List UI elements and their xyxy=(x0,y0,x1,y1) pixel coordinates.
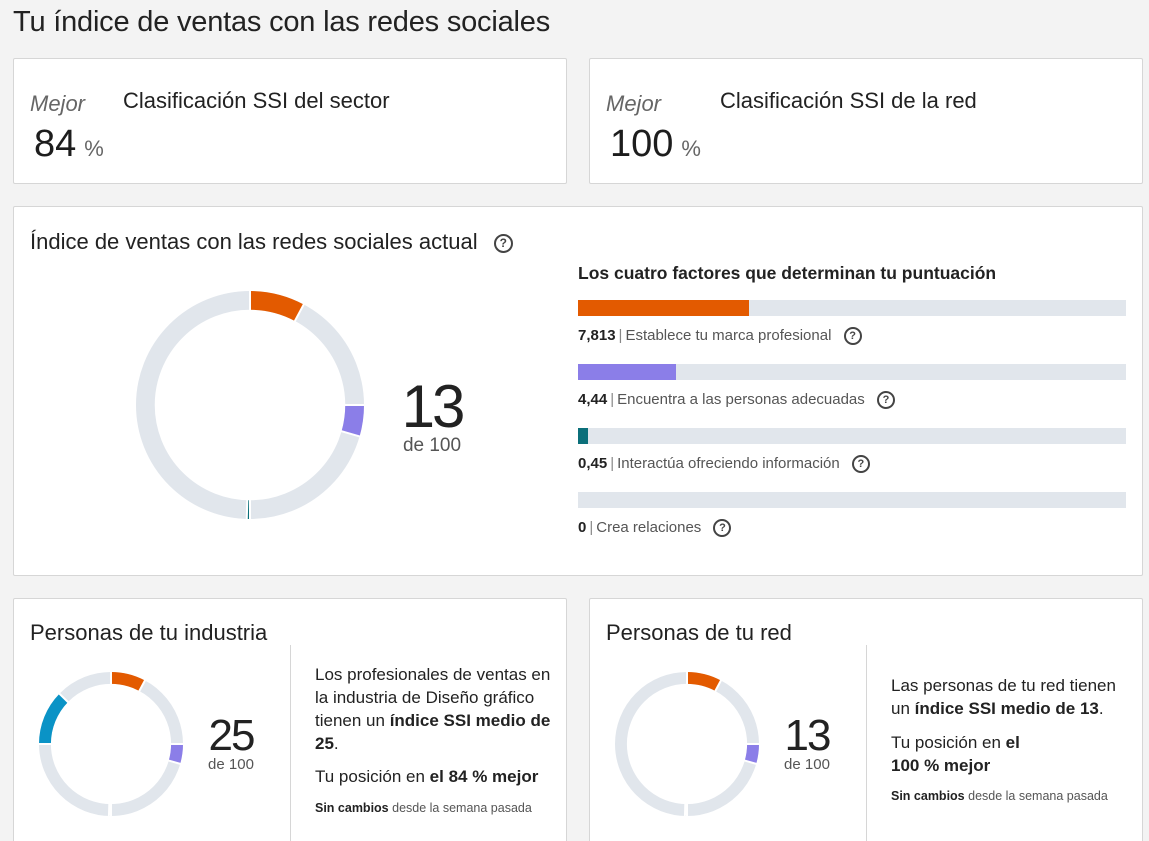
current-ssi-card: Índice de ventas con las redes sociales … xyxy=(13,206,1143,576)
rank-qualifier: Mejor xyxy=(30,91,86,116)
factor-bar-engage xyxy=(578,428,1126,444)
divider xyxy=(866,645,867,841)
industry-rank-card: Mejor 84% Clasificación SSI del sector xyxy=(13,58,567,184)
current-ssi-donut xyxy=(135,290,365,520)
network-score: 13 xyxy=(784,711,832,760)
network-rank-card: Mejor 100% Clasificación SSI de la red xyxy=(589,58,1143,184)
donut-separator xyxy=(58,692,70,704)
factor-value: 0,45 xyxy=(578,455,608,472)
industry-description: Los profesionales de ventas en la indust… xyxy=(315,663,551,755)
pos-text: Tu posición en xyxy=(315,767,430,786)
desc-text: . xyxy=(1098,699,1104,718)
separator: | xyxy=(610,391,615,408)
rank-title: Clasificación SSI de la red xyxy=(720,88,977,113)
factor-name: Interactúa ofreciendo información xyxy=(617,455,840,472)
change-bold: Sin cambios xyxy=(315,801,389,815)
current-ssi-title: Índice de ventas con las redes sociales … xyxy=(30,229,513,255)
separator: | xyxy=(610,455,615,472)
pos-bold: el 84 % mejor xyxy=(429,767,539,786)
network-description: Las personas de tu red tienen un índice … xyxy=(891,674,1131,720)
donut-separator xyxy=(713,679,723,693)
industry-score: 25 xyxy=(208,711,256,760)
donut-separator xyxy=(743,759,758,766)
factor-label-engage: 0,45 | Interactúa ofreciendo información ? xyxy=(578,455,870,474)
factor-label-relate: 0 | Crea relaciones ? xyxy=(578,519,732,538)
factors-title: Los cuatro factores que determinan tu pu… xyxy=(578,263,997,283)
help-circle-icon[interactable]: ? xyxy=(851,455,870,474)
industry-change: Sin cambios desde la semana pasada xyxy=(315,801,532,815)
change-text: desde la semana pasada xyxy=(964,789,1108,803)
rank-value: 84% xyxy=(34,123,104,166)
donut-track xyxy=(135,290,365,520)
separator: | xyxy=(618,327,623,344)
rank-title: Clasificación SSI del sector xyxy=(123,88,390,113)
desc-text: Los profesionales de ventas en la indust… xyxy=(315,665,551,730)
factor-label-find: 4,44 | Encuentra a las personas adecuadas … xyxy=(578,391,895,410)
industry-donut xyxy=(38,671,184,817)
factor-name: Establece tu marca profesional xyxy=(625,327,832,344)
factor-bar-fill xyxy=(578,428,588,444)
rank-unit: % xyxy=(681,136,701,161)
factor-bar-brand xyxy=(578,300,1126,316)
rank-qualifier: Mejor xyxy=(606,91,662,116)
factor-bar-find xyxy=(578,364,1126,380)
donut-separator xyxy=(167,759,182,766)
network-position: Tu posición en el 100 % mejor xyxy=(891,731,1091,777)
rank-number: 84 xyxy=(34,123,77,165)
network-change: Sin cambios desde la semana pasada xyxy=(891,789,1108,803)
network-donut xyxy=(615,671,760,817)
factor-label-brand: 7,813 | Establece tu marca profesional ? xyxy=(578,327,862,346)
network-card: Personas de tu red 13 de 100 Las persona… xyxy=(589,598,1143,841)
donut-separator xyxy=(340,429,361,438)
factor-bar-fill xyxy=(578,364,676,380)
desc-bold: índice SSI medio de 25 xyxy=(315,711,551,753)
divider xyxy=(290,645,291,841)
donut-track xyxy=(615,672,759,816)
factor-value: 7,813 xyxy=(578,327,616,344)
help-circle-icon[interactable]: ? xyxy=(493,233,513,253)
factor-name: Crea relaciones xyxy=(596,519,702,536)
factor-name: Encuentra a las personas adecuadas xyxy=(617,391,865,408)
industry-score-out-of: de 100 xyxy=(208,756,254,773)
factor-value: 4,44 xyxy=(578,391,608,408)
network-title: Personas de tu red xyxy=(606,620,792,645)
industry-card: Personas de tu industria 25 de 100 Los p… xyxy=(13,598,567,841)
donut-separator xyxy=(293,303,306,323)
pos-bold: 100 % mejor xyxy=(891,756,991,775)
help-circle-icon[interactable]: ? xyxy=(713,519,732,538)
page-title: Tu índice de ventas con las redes social… xyxy=(13,6,550,38)
factor-bar-fill xyxy=(578,300,750,316)
desc-bold: índice SSI medio de 13 xyxy=(914,699,1099,718)
change-text: desde la semana pasada xyxy=(388,801,532,815)
help-circle-icon[interactable]: ? xyxy=(843,327,862,346)
donut-separator xyxy=(137,679,147,693)
current-score: 13 xyxy=(401,373,466,440)
current-ssi-title-text: Índice de ventas con las redes sociales … xyxy=(30,229,478,254)
desc-text: Las personas de tu red tienen un xyxy=(891,676,1116,718)
factor-value: 0 xyxy=(578,519,587,536)
rank-unit: % xyxy=(84,136,104,161)
factor-bar-relate xyxy=(578,492,1126,508)
pos-text: Tu posición en xyxy=(891,733,1006,752)
industry-position: Tu posición en el 84 % mejor xyxy=(315,765,565,788)
rank-value: 100% xyxy=(610,123,701,166)
desc-text: . xyxy=(333,734,339,753)
rank-number: 100 xyxy=(610,123,674,165)
donut-separator xyxy=(245,499,249,520)
current-score-out-of: de 100 xyxy=(402,435,462,456)
change-bold: Sin cambios xyxy=(891,789,965,803)
network-score-out-of: de 100 xyxy=(784,756,830,773)
separator: | xyxy=(589,519,594,536)
help-circle-icon[interactable]: ? xyxy=(876,391,895,410)
industry-title: Personas de tu industria xyxy=(30,620,268,645)
pos-bold: el xyxy=(1005,733,1020,752)
